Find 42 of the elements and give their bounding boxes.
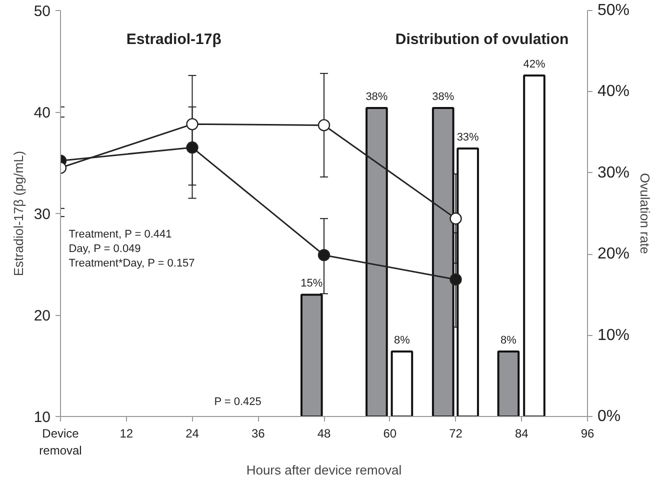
data-label: 33% [456,132,480,144]
annotation: Distribution of ovulation [395,30,569,48]
y-axis-title: Estradiol-17β (pg/mL) [10,150,26,276]
data-label: 8% [500,334,517,347]
y2-tick-label: 0% [598,408,621,425]
x-tick-label: 48 [317,426,331,440]
data-label: 15% [300,278,323,290]
x-tick-label: 12 [120,426,134,440]
y-tick-label: 50 [34,3,51,20]
data-label: 38% [366,90,388,103]
y2-tick-label: 20% [598,246,630,263]
bar [390,350,414,416]
annotation: Treatment, P = 0.441 Day, P = 0.049 Treatment*Day, P = 0.157 [68,228,195,270]
data-label: 38% [432,90,454,103]
y-tick-label: 20 [34,308,51,324]
point [450,212,462,225]
annotation: P = 0.425 [214,396,262,408]
y-tick-label: 30 [34,206,51,223]
y2-axis-title: Ovulation rate [638,173,653,254]
y2-tick-label: 30% [598,164,630,182]
point [318,119,330,132]
data-label: 42% [523,58,546,70]
point [318,249,330,262]
y2-tick-label: 10% [598,326,630,344]
x-tick-label: Device removal [39,426,82,458]
y-tick-label: 40 [34,104,51,122]
point [450,273,462,286]
data-label: 8% [394,334,410,347]
y-tick-label: 10 [34,409,51,426]
point [186,118,198,130]
x-tick-label: 72 [449,426,463,440]
y2-tick-label: 50% [598,2,630,19]
y2-tick-label: 40% [598,83,630,100]
x-tick-label: 96 [580,426,594,440]
x-tick-label: 84 [514,426,529,440]
annotation: Estradiol-17β [126,30,222,48]
bar [523,74,546,416]
x-tick-label: 36 [251,426,266,440]
point [186,141,198,154]
x-tick-label: 60 [383,426,397,440]
x-tick-label: 24 [186,426,200,440]
x-axis-title: Hours after device removal [246,462,402,478]
